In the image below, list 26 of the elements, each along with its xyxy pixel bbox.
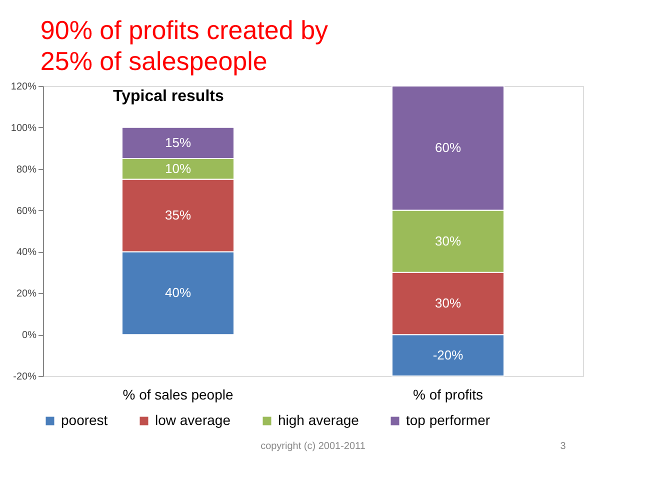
legend-label: poorest bbox=[61, 412, 108, 428]
y-tick-label: 100% bbox=[10, 122, 37, 134]
legend-label: top performer bbox=[406, 412, 490, 428]
y-tick-label: 40% bbox=[16, 247, 37, 258]
y-tick-label: 0% bbox=[22, 330, 37, 342]
x-tick-label: % of profits bbox=[412, 386, 484, 402]
legend-label: low average bbox=[155, 412, 231, 428]
data-label: 30% bbox=[434, 296, 462, 310]
y-tick-label: -20% bbox=[13, 372, 37, 382]
text: copyright (c) 2001-2011 bbox=[260, 441, 366, 452]
data-label: 30% bbox=[434, 233, 462, 248]
legend-label: high average bbox=[278, 412, 360, 428]
y-tick-label: 120% bbox=[10, 82, 37, 92]
chart-title: 90% of profits created by 25% of salespeople bbox=[40, 15, 328, 76]
data-label: -20% bbox=[432, 347, 464, 362]
y-tick-label: 20% bbox=[16, 288, 37, 300]
data-label: 10% bbox=[164, 160, 192, 176]
data-label: 60% bbox=[434, 140, 462, 156]
x-tick-label: % of sales people bbox=[122, 386, 234, 402]
data-label: 15% bbox=[164, 134, 192, 150]
y-tick-label: 80% bbox=[16, 164, 37, 176]
data-label: 40% bbox=[164, 285, 192, 300]
data-label: 35% bbox=[164, 207, 192, 222]
chart-subtitle: Typical results bbox=[113, 88, 224, 105]
y-tick-label: 60% bbox=[16, 206, 37, 217]
text: 3 bbox=[560, 441, 566, 452]
